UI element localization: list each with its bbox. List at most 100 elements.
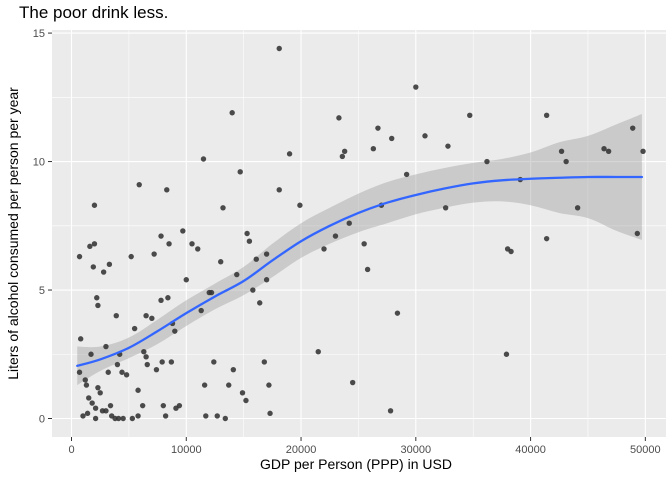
data-point [208, 289, 215, 296]
major-gridlines [52, 30, 666, 437]
data-point [151, 251, 157, 257]
data-point [484, 158, 490, 165]
data-point [442, 205, 449, 211]
data-point [503, 351, 510, 357]
data-point [543, 112, 550, 119]
data-point [276, 45, 282, 52]
data-point [135, 387, 141, 393]
data-point [94, 295, 100, 301]
plot-panel [52, 30, 666, 437]
data-point [162, 413, 169, 419]
data-point [165, 295, 171, 301]
data-point [115, 415, 122, 422]
data-point [129, 415, 136, 422]
data-point [336, 115, 342, 121]
x-tick-label: 10000 [171, 444, 202, 456]
data-point [91, 241, 98, 247]
data-point [250, 287, 256, 293]
y-tick-label: 0 [39, 414, 45, 426]
data-point [230, 366, 237, 373]
data-point [237, 169, 243, 175]
data-point [172, 328, 178, 334]
data-point [195, 246, 201, 252]
axes: 0 10000 20000 30000 40000 50000 0 5 10 15 [33, 28, 661, 456]
smooth-line-layer [76, 175, 644, 367]
data-point [634, 230, 641, 237]
data-point [158, 297, 164, 304]
data-point [640, 148, 646, 154]
data-point [149, 315, 155, 321]
data-point [159, 359, 165, 365]
data-point [198, 307, 204, 314]
data-point [95, 302, 101, 309]
data-point [77, 336, 84, 342]
data-point [508, 248, 514, 255]
data-point [106, 261, 113, 268]
data-point [341, 148, 348, 154]
data-point [183, 277, 189, 283]
x-tick-label: 50000 [630, 444, 661, 456]
data-point [563, 158, 569, 165]
data-point [143, 313, 149, 319]
data-point [128, 253, 134, 260]
data-point [113, 313, 119, 319]
data-point [200, 156, 207, 162]
data-point [136, 181, 142, 188]
data-point [239, 390, 246, 396]
data-point [103, 343, 109, 350]
data-point [389, 135, 395, 142]
data-point [601, 146, 607, 152]
data-point [139, 402, 146, 409]
data-point [131, 325, 138, 332]
data-point [119, 369, 125, 375]
data-point [103, 408, 109, 414]
data-point [76, 369, 83, 375]
data-point [413, 84, 419, 90]
data-point [467, 112, 473, 119]
data-point [267, 410, 273, 417]
data-point [84, 410, 91, 417]
data-point [244, 230, 250, 237]
data-point [222, 415, 228, 422]
data-point [201, 382, 208, 388]
data-point [82, 377, 88, 383]
minor-gridlines [52, 30, 666, 437]
data-point [114, 361, 121, 368]
data-point [266, 382, 272, 388]
x-tick-label: 40000 [515, 444, 546, 456]
data-point [87, 243, 93, 250]
data-points [76, 45, 646, 422]
data-point [297, 202, 303, 208]
x-tick-label: 20000 [286, 444, 317, 456]
data-point [107, 402, 114, 409]
data-point [86, 395, 92, 401]
data-point [143, 354, 149, 360]
data-point [164, 187, 170, 193]
data-point [243, 397, 249, 404]
data-point [246, 238, 253, 244]
data-point [261, 359, 268, 365]
data-point [349, 379, 356, 386]
data-point [180, 228, 186, 234]
data-point [100, 269, 107, 275]
data-point [630, 125, 636, 131]
data-point [123, 372, 130, 378]
data-point [95, 384, 101, 391]
data-point [387, 408, 394, 414]
data-point [83, 382, 90, 388]
data-point [105, 369, 111, 375]
chart-title: The poor drink less. [19, 3, 168, 22]
data-point [422, 133, 428, 139]
data-point [257, 300, 263, 306]
data-point [286, 151, 293, 157]
data-point [226, 382, 232, 388]
x-tick-label: 0 [68, 444, 74, 456]
data-point [346, 220, 352, 226]
data-point [361, 241, 367, 247]
data-point [253, 256, 259, 262]
data-point [339, 153, 346, 160]
smooth-fit-line [76, 175, 644, 367]
data-point [158, 233, 164, 239]
data-point [203, 413, 209, 419]
data-point [88, 351, 94, 357]
